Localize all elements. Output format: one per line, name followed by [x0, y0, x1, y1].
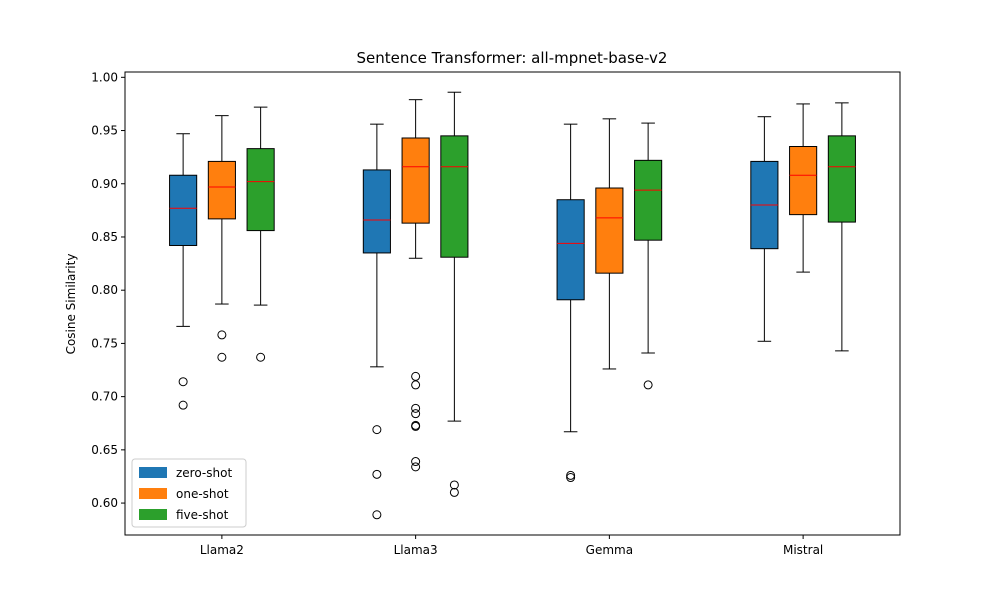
y-axis-label: Cosine Similarity [64, 254, 78, 355]
outlier-point [411, 403, 421, 413]
y-tick-label: 0.80 [91, 283, 118, 297]
legend: zero-shot one-shot five-shot [131, 458, 247, 528]
box [789, 146, 818, 216]
box [207, 160, 236, 220]
chart-title: Sentence Transformer: all-mpnet-base-v2 [357, 49, 668, 67]
outlier-point [178, 377, 188, 387]
box-group-one-shot-Gemma [595, 118, 624, 370]
box [827, 135, 856, 223]
y-tick-label: 0.60 [91, 496, 118, 510]
outlier-point [411, 371, 421, 381]
x-tick-label: Gemma [586, 543, 633, 557]
box-group-zero-shot-Gemma [556, 123, 585, 483]
box-group-one-shot-Mistral [789, 103, 818, 273]
outlier-point [566, 473, 576, 483]
x-tick-label: Llama3 [394, 543, 438, 557]
legend-label: zero-shot [176, 466, 232, 480]
outlier-point [372, 510, 382, 520]
y-tick-label: 0.85 [91, 230, 118, 244]
legend-swatch [139, 467, 167, 478]
box [440, 135, 469, 258]
y-tick-label: 0.75 [91, 336, 118, 350]
box [556, 199, 585, 301]
outlier-point [372, 469, 382, 479]
legend-swatch [139, 488, 167, 499]
outlier-point [178, 400, 188, 410]
box [169, 174, 198, 246]
box-group-one-shot-Llama3 [401, 99, 430, 472]
box-group-five-shot-Gemma [634, 122, 663, 390]
outlier-point [449, 487, 459, 497]
outlier-point [372, 425, 382, 435]
box-group-five-shot-Llama3 [440, 91, 469, 497]
outlier-point [643, 380, 653, 390]
y-tick-label: 0.90 [91, 177, 118, 191]
outlier-point [411, 462, 421, 472]
outlier-point [566, 470, 576, 480]
box [634, 159, 663, 241]
box [246, 148, 275, 232]
y-tick-label: 1.00 [91, 70, 118, 84]
box [362, 169, 391, 254]
box-group-zero-shot-Mistral [750, 116, 779, 342]
outlier-point [217, 352, 227, 362]
box [401, 137, 430, 224]
legend-swatch [139, 509, 167, 520]
legend-label: one-shot [176, 487, 229, 501]
outlier-point [256, 352, 266, 362]
outlier-point [411, 409, 421, 419]
plot-area [169, 91, 856, 520]
y-tick-label: 0.65 [91, 443, 118, 457]
box [595, 187, 624, 274]
x-tick-label: Llama2 [200, 543, 244, 557]
y-tick-label: 0.70 [91, 390, 118, 404]
box-group-five-shot-Llama2 [246, 106, 275, 362]
outlier-point [411, 380, 421, 390]
box-group-zero-shot-Llama3 [362, 123, 391, 520]
x-tick-label: Mistral [783, 543, 823, 557]
axes-frame [124, 71, 901, 536]
box-group-five-shot-Mistral [827, 102, 856, 352]
legend-label: five-shot [176, 508, 229, 522]
outlier-point [411, 457, 421, 467]
box-group-zero-shot-Llama2 [169, 133, 198, 410]
outlier-point [449, 480, 459, 490]
outlier-point [217, 330, 227, 340]
y-tick-label: 0.95 [91, 124, 118, 138]
outlier-point [411, 421, 421, 431]
box-group-one-shot-Llama2 [207, 115, 236, 362]
